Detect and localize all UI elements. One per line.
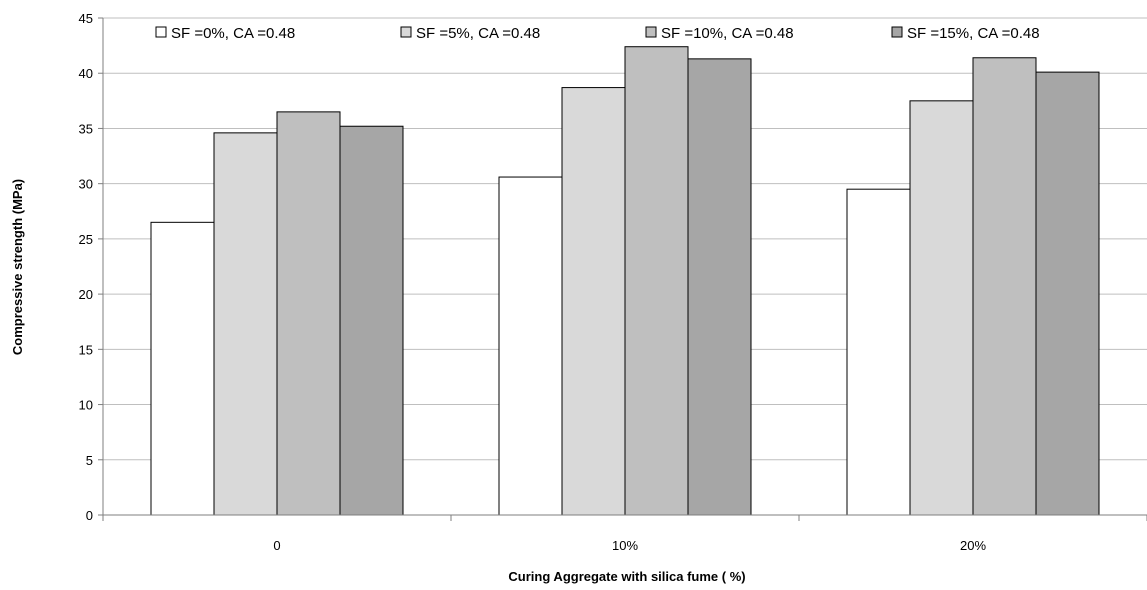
bar [151,222,214,515]
bar [214,133,277,515]
legend: SF =0%, CA =0.48 SF =5%, CA =0.48 SF =10%,… [156,25,1040,42]
x-tick-label: 20% [960,538,986,553]
y-tick-label: 25 [79,232,93,247]
legend-label: SF =0%, CA =0.48 [171,25,295,42]
legend-swatch [646,27,656,37]
y-tick-label: 10 [79,398,93,413]
legend-label: SF =5%, CA =0.48 [416,25,540,42]
bars-layer [151,47,1099,515]
y-tick-label: 20 [79,287,93,302]
y-axis-title: Compressive strength (MPa) [10,179,25,355]
bar [562,88,625,515]
bar [910,101,973,515]
legend-label: SF =10%, CA =0.48 [661,25,794,42]
legend-swatch [156,27,166,37]
bar [625,47,688,515]
y-tick-label: 15 [79,342,93,357]
bar [973,58,1036,515]
bar [688,59,751,515]
x-tick-label: 0 [273,538,280,553]
bar [340,126,403,515]
bar [499,177,562,515]
y-tick-label: 30 [79,177,93,192]
bar [1036,72,1099,515]
legend-swatch [401,27,411,37]
bar [847,189,910,515]
legend-swatch [892,27,902,37]
x-tick-label: 10% [612,538,638,553]
y-tick-label: 0 [86,508,93,523]
legend-label: SF =15%, CA =0.48 [907,25,1040,42]
y-tick-label: 40 [79,66,93,81]
y-tick-label: 45 [79,11,93,26]
y-tick-label: 5 [86,453,93,468]
bar [277,112,340,515]
y-tick-label: 35 [79,121,93,136]
x-axis-title: Curing Aggregate with silica fume ( %) [508,569,745,584]
